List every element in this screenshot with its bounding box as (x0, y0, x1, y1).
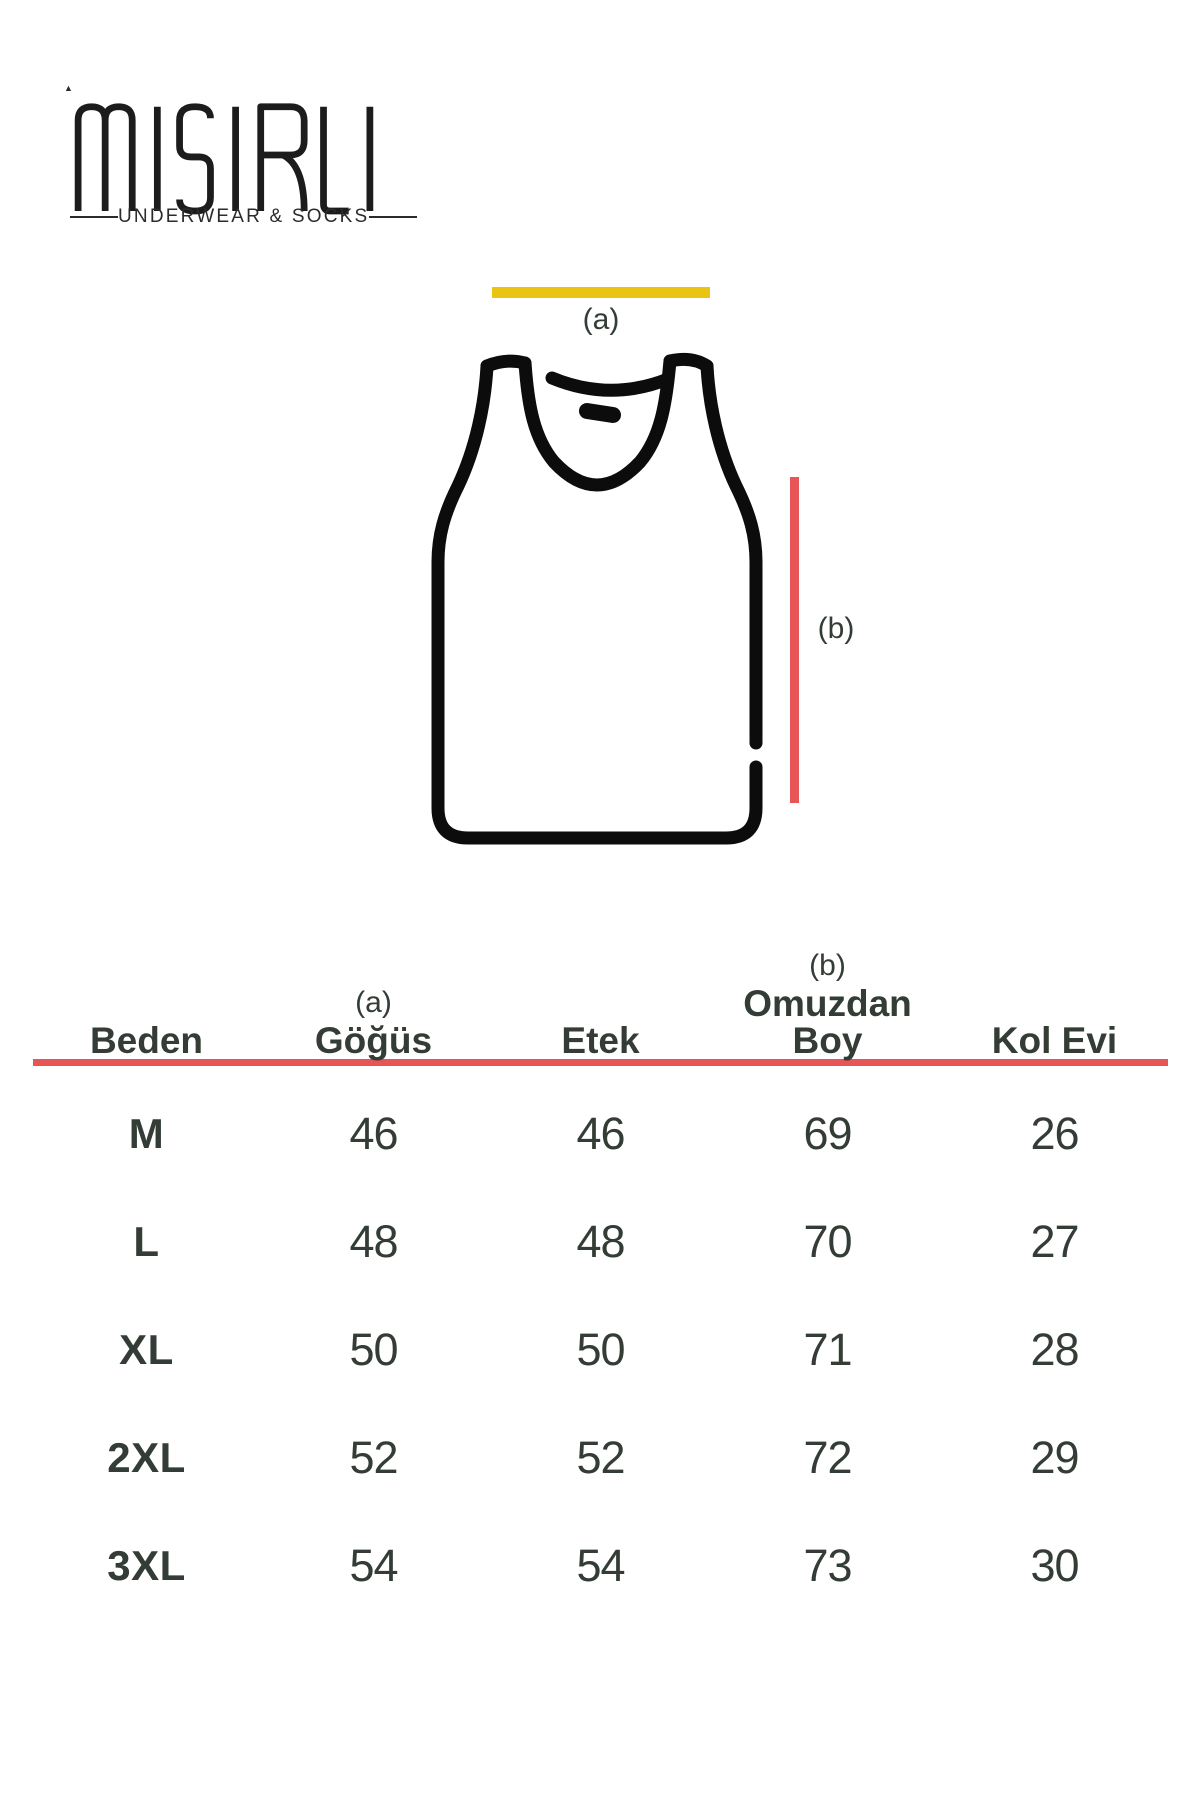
length-measure-label: (b) (817, 612, 855, 645)
table-row: L 48 48 70 27 (33, 1188, 1168, 1296)
table-row: XL 50 50 71 28 (33, 1296, 1168, 1404)
column-label: Beden (89, 1020, 204, 1061)
column-measure-ref: (b) (809, 949, 846, 982)
size-label: 2XL (107, 1434, 186, 1481)
table-row: M 46 46 69 26 (33, 1080, 1168, 1188)
column-header: (a) Göğüs (260, 895, 487, 1059)
size-label: L (133, 1218, 160, 1265)
measurement-value: 46 (576, 1108, 625, 1159)
column-header: Kol Evi (941, 895, 1168, 1059)
size-label: M (128, 1110, 165, 1157)
measurement-value: 54 (576, 1540, 625, 1591)
measurement-value: 46 (349, 1108, 398, 1159)
column-header: Etek (487, 895, 714, 1059)
chest-measure-line (492, 287, 710, 298)
table-row: 3XL 54 54 73 30 (33, 1512, 1168, 1620)
length-measure-line (790, 477, 799, 803)
size-label: XL (119, 1326, 174, 1373)
measurement-value: 48 (576, 1216, 625, 1267)
measurement-value: 72 (803, 1432, 852, 1483)
measurement-value: 27 (1030, 1216, 1079, 1267)
size-table-header: Beden (a) Göğüs Etek (b) Omuzdan Boy Kol… (33, 895, 1168, 1059)
column-label: Etek (561, 1020, 640, 1061)
column-label: Göğüs (314, 1020, 433, 1061)
measurement-value: 71 (803, 1324, 852, 1375)
table-row: 2XL 52 52 72 29 (33, 1404, 1168, 1512)
measurement-value: 70 (803, 1216, 852, 1267)
brand-wordmark-misirli-icon (74, 103, 374, 215)
tagline-left-rule (70, 216, 118, 218)
size-table: Beden (a) Göğüs Etek (b) Omuzdan Boy Kol… (33, 895, 1168, 1620)
measurement-value: 52 (349, 1432, 398, 1483)
size-table-body: M 46 46 69 26 L 48 48 70 27 XL 50 50 71 28 2XL 52… (33, 1080, 1168, 1620)
brand-tagline: UNDERWEAR & SOCKS (118, 206, 370, 227)
tank-top-icon (431, 352, 763, 845)
measurement-value: 48 (349, 1216, 398, 1267)
column-header: (b) Omuzdan Boy (714, 895, 941, 1059)
chest-measure-label: (a) (582, 303, 620, 336)
measurement-value: 54 (349, 1540, 398, 1591)
measurement-value: 28 (1030, 1324, 1079, 1375)
tagline-right-rule (369, 216, 418, 218)
measurement-value: 50 (576, 1324, 625, 1375)
measurement-value: 50 (349, 1324, 398, 1375)
column-label: Omuzdan Boy (743, 983, 912, 1061)
table-divider (33, 1059, 1168, 1066)
measurement-value: 26 (1030, 1108, 1079, 1159)
column-label: Kol Evi (991, 1020, 1118, 1061)
brand-tagline-row: UNDERWEAR & SOCKS (70, 206, 418, 228)
column-measure-ref: (a) (355, 986, 392, 1019)
size-label: 3XL (107, 1542, 186, 1589)
measurement-value: 30 (1030, 1540, 1079, 1591)
measurement-value: 29 (1030, 1432, 1079, 1483)
column-header: Beden (33, 895, 260, 1059)
measurement-value: 52 (576, 1432, 625, 1483)
measurement-value: 69 (803, 1108, 852, 1159)
measurement-value: 73 (803, 1540, 852, 1591)
triangle-icon: ▲ (64, 83, 73, 93)
